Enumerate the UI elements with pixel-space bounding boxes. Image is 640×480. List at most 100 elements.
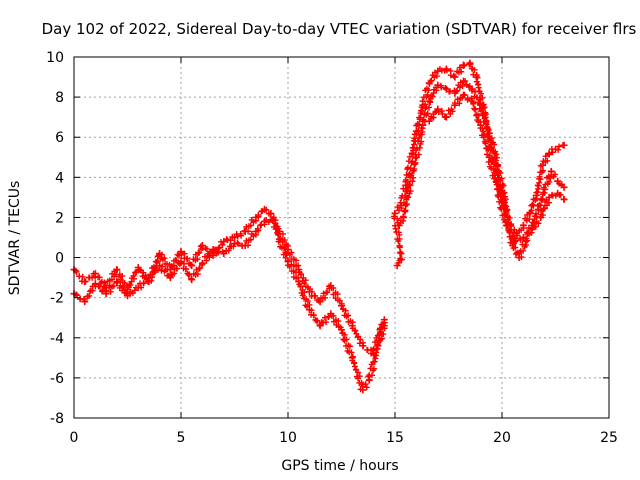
trail-marker — [355, 375, 362, 382]
trail-marker — [370, 359, 377, 366]
trail-marker — [464, 96, 471, 103]
data-point — [220, 250, 228, 258]
trail-marker — [302, 277, 309, 284]
trail-marker — [377, 330, 384, 337]
data-point — [442, 113, 450, 121]
trail-marker — [536, 201, 543, 208]
plot-frame — [73, 56, 610, 419]
trail-marker — [314, 317, 321, 324]
trail-marker — [394, 204, 401, 211]
series-track-b — [70, 215, 388, 394]
data-point — [145, 274, 153, 282]
trail-marker — [370, 365, 377, 372]
trail-marker — [161, 268, 168, 275]
trail-marker — [356, 379, 363, 386]
trail-marker — [478, 108, 485, 115]
y-tick-label: 8 — [55, 90, 64, 106]
trail-marker — [533, 218, 540, 225]
trail-marker — [556, 143, 563, 150]
trail-marker — [482, 114, 489, 121]
trail-marker — [546, 178, 553, 185]
data-point — [231, 240, 238, 248]
x-tick-label: 25 — [600, 430, 618, 446]
trail-marker — [194, 256, 201, 263]
data-point — [198, 260, 206, 268]
trail-marker — [301, 280, 308, 287]
data-point — [252, 227, 260, 235]
trail-marker — [471, 66, 478, 73]
trail-marker — [286, 251, 293, 258]
trail-marker — [472, 106, 479, 113]
trail-marker — [489, 159, 496, 166]
data-point — [102, 290, 110, 298]
trail-marker — [489, 148, 496, 155]
data-point — [419, 121, 427, 129]
trail-marker — [227, 237, 234, 244]
trail-marker — [482, 140, 489, 147]
data-point — [539, 161, 547, 169]
data-point — [459, 91, 467, 99]
trail-marker — [106, 284, 113, 291]
trail-marker — [409, 178, 416, 185]
trail-marker — [456, 64, 463, 71]
trail-marker — [445, 107, 452, 114]
trail-marker — [493, 151, 500, 158]
data-point — [519, 221, 527, 229]
trail-marker — [335, 318, 342, 325]
trail-marker — [86, 292, 93, 299]
trail-marker — [475, 112, 482, 119]
trail-marker — [492, 172, 499, 179]
trail-marker — [529, 201, 536, 208]
data-point — [419, 101, 427, 109]
y-axis-ticks: -8 -6 -4 -2 0 2 4 6 8 10 — [46, 50, 609, 427]
trail-marker — [517, 248, 524, 255]
trail-marker — [448, 106, 455, 113]
trail-marker — [399, 192, 406, 199]
data-point — [425, 97, 433, 105]
trail-marker — [351, 363, 358, 370]
trail-marker — [322, 294, 329, 301]
trail-marker — [485, 146, 492, 153]
trail-marker — [184, 255, 191, 262]
trail-marker — [433, 73, 440, 80]
data-point — [316, 322, 324, 330]
x-axis-label: GPS time / hours — [281, 458, 398, 474]
trail-marker — [301, 289, 308, 296]
trail-marker — [496, 198, 503, 205]
data-point — [560, 141, 568, 149]
trail-marker — [408, 172, 415, 179]
trail-marker — [278, 244, 285, 251]
trail-marker — [245, 237, 252, 244]
data-point — [511, 238, 519, 246]
trail-marker — [492, 178, 499, 185]
series-track-e — [425, 91, 568, 246]
data-point — [425, 79, 433, 87]
trail-marker — [506, 229, 513, 236]
trail-marker — [109, 283, 116, 290]
trail-marker — [540, 205, 547, 212]
data-point — [269, 215, 277, 223]
trail-marker — [404, 164, 411, 171]
data-point — [177, 248, 185, 256]
trail-marker — [203, 257, 210, 264]
data-point — [91, 280, 99, 288]
trail-marker — [352, 366, 359, 373]
x-tick-label: 10 — [279, 430, 297, 446]
trail-marker — [299, 292, 306, 299]
data-point — [209, 246, 217, 254]
data-point — [267, 209, 275, 217]
trail-marker — [225, 247, 232, 254]
trail-marker — [95, 274, 102, 281]
trail-marker — [526, 216, 533, 223]
trail-marker — [341, 331, 348, 338]
data-point — [412, 153, 420, 161]
trail-marker — [298, 271, 305, 278]
trail-marker — [107, 288, 114, 295]
trail-marker — [544, 157, 551, 164]
trail-marker — [429, 93, 436, 100]
data-point — [134, 284, 142, 292]
data-point — [442, 85, 450, 93]
data-point — [451, 89, 459, 97]
data-point — [177, 258, 185, 266]
